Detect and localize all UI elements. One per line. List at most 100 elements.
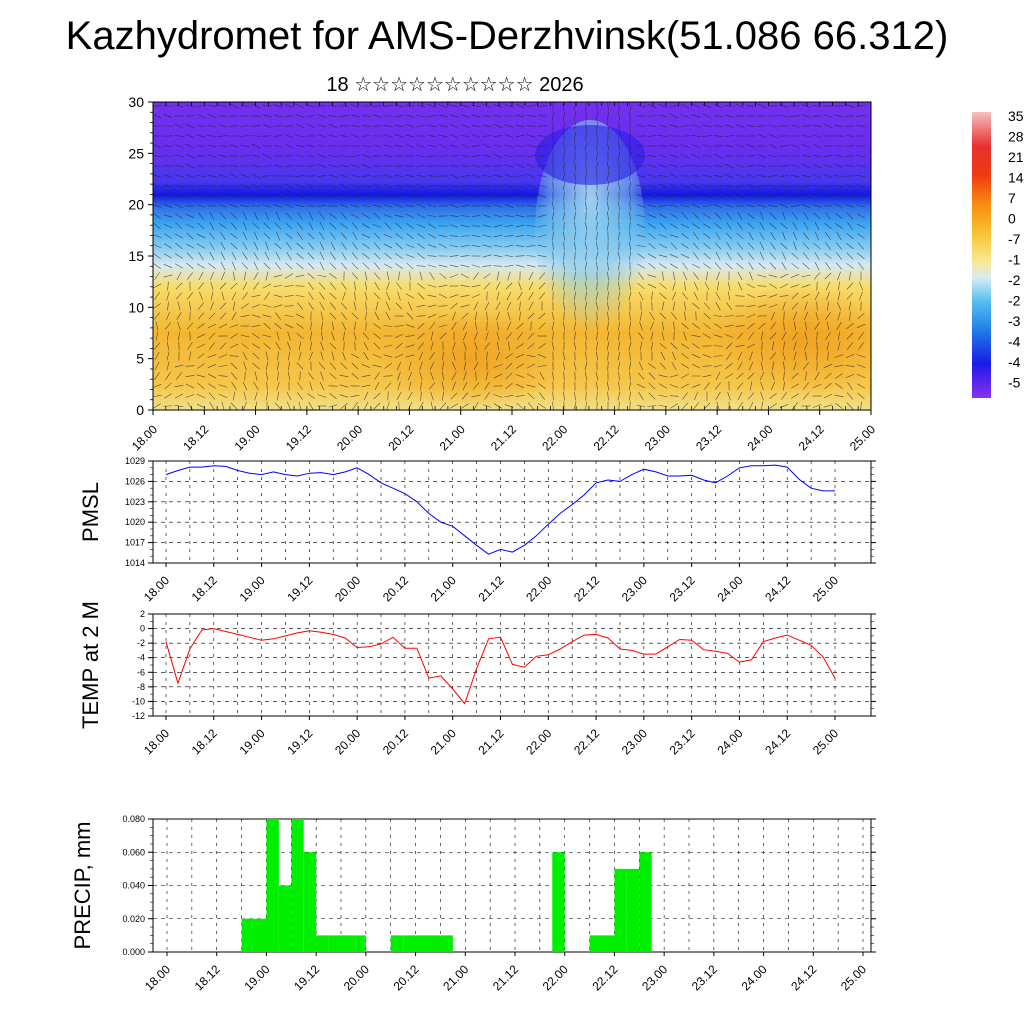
wind-vector xyxy=(617,351,621,361)
wind-vector xyxy=(618,111,620,121)
wind-vector xyxy=(515,175,525,177)
precip-xtick-label: 20.00 xyxy=(341,962,372,993)
wind-vector xyxy=(242,252,248,260)
wind-vector xyxy=(273,284,283,288)
wind-vector xyxy=(350,155,360,157)
wind-vector xyxy=(407,391,413,401)
wind-vector xyxy=(374,282,380,290)
wind-vector xyxy=(680,194,690,198)
wind-vector xyxy=(460,114,470,118)
wind-vector xyxy=(354,281,356,291)
wind-vector xyxy=(769,262,777,270)
wind-vector xyxy=(768,294,778,298)
wind-vector xyxy=(537,184,547,188)
wind-vector xyxy=(207,114,217,118)
wind-vector xyxy=(574,261,576,271)
wind-vector xyxy=(647,115,657,117)
wind-vector xyxy=(507,271,511,281)
wind-vector xyxy=(277,371,279,381)
wind-vector xyxy=(310,321,312,331)
wind-vector xyxy=(474,331,478,341)
wind-vector xyxy=(460,304,470,308)
wind-vector xyxy=(262,135,272,137)
wind-vector xyxy=(354,321,356,331)
wind-vector xyxy=(526,184,536,188)
wind-vector xyxy=(197,353,205,359)
wind-vector xyxy=(154,351,160,361)
wind-vector xyxy=(329,312,337,320)
wind-vector xyxy=(637,253,645,259)
wind-vector xyxy=(351,272,359,280)
wind-vector xyxy=(199,291,203,301)
wind-vector xyxy=(562,271,566,281)
wind-vector xyxy=(827,301,829,311)
wind-vector xyxy=(573,111,577,121)
wind-vector xyxy=(262,114,272,118)
wind-vector xyxy=(174,164,184,168)
wind-vector xyxy=(801,174,811,178)
wind-vector xyxy=(802,252,810,260)
wind-vector xyxy=(702,333,712,339)
wind-vector xyxy=(515,234,525,238)
wind-vector xyxy=(427,264,437,268)
wind-vector xyxy=(537,194,547,198)
wind-vector xyxy=(284,104,294,108)
wind-vector xyxy=(207,323,217,329)
wind-vector xyxy=(669,395,679,397)
wind-vector xyxy=(309,351,313,361)
wind-vector xyxy=(617,141,621,151)
wind-vector xyxy=(242,351,248,361)
wind-vector xyxy=(242,211,248,221)
wind-vector xyxy=(405,174,415,178)
wind-vector xyxy=(229,343,239,349)
wind-vector xyxy=(320,341,324,351)
wind-vector xyxy=(757,164,767,168)
wind-vector xyxy=(845,373,855,379)
wind-vector xyxy=(329,213,337,219)
wind-vector xyxy=(768,143,778,149)
wind-vector xyxy=(801,135,811,137)
wind-vector xyxy=(824,252,832,260)
wind-vector xyxy=(449,104,459,108)
wind-vector xyxy=(154,372,160,380)
temp-ytick-label: 2 xyxy=(140,609,145,619)
wind-vector xyxy=(759,371,765,381)
colorbar-label: -1 xyxy=(1008,252,1021,268)
wind-vector xyxy=(658,114,668,118)
wind-vector xyxy=(595,241,599,251)
wind-vector xyxy=(856,213,866,219)
wind-vector xyxy=(262,185,272,187)
wind-vector xyxy=(585,271,587,281)
wind-vector xyxy=(493,373,503,379)
wind-vector xyxy=(460,185,470,187)
wind-vector xyxy=(252,222,260,230)
wind-vector xyxy=(166,351,170,361)
wind-vector xyxy=(836,231,842,241)
wind-vector xyxy=(527,402,535,410)
warm-core-left xyxy=(380,310,560,410)
wind-vector xyxy=(658,124,668,128)
wind-vector xyxy=(629,201,631,211)
wind-vector xyxy=(504,264,514,268)
wind-vector xyxy=(761,401,764,410)
wind-vector xyxy=(153,263,161,269)
wind-vector xyxy=(552,241,554,251)
wind-vector xyxy=(460,155,470,157)
wind-vector xyxy=(659,263,667,269)
wind-vector xyxy=(768,175,778,177)
wind-vector xyxy=(669,144,679,148)
wind-vector xyxy=(153,144,162,148)
wind-vector xyxy=(515,135,525,137)
wind-vector xyxy=(427,284,437,288)
wind-vector xyxy=(295,295,305,297)
wind-vector xyxy=(460,214,470,218)
wind-vector xyxy=(692,223,700,229)
wind-vector xyxy=(284,203,294,209)
wind-vector xyxy=(405,194,415,198)
wind-vector xyxy=(383,183,393,189)
wind-vector xyxy=(185,104,195,108)
wind-vector xyxy=(427,144,437,148)
wind-vector xyxy=(595,151,599,161)
wind-vector xyxy=(860,401,862,410)
wind-vector xyxy=(373,252,381,260)
